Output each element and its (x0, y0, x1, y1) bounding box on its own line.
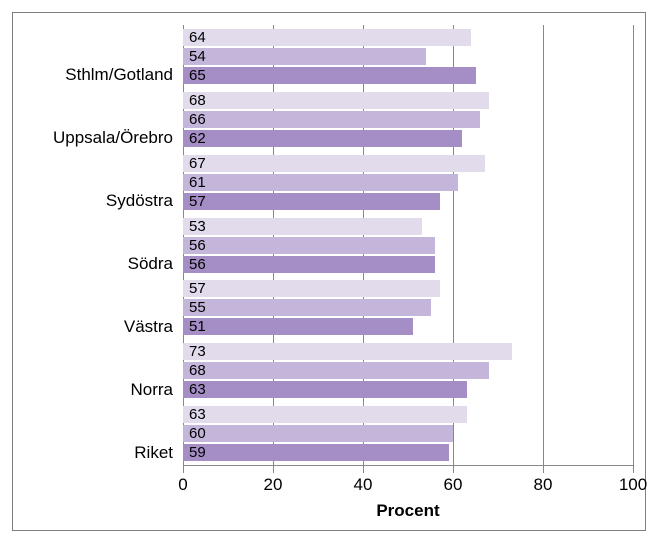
category-label: Södra (13, 254, 173, 274)
bar-value-label: 66 (183, 111, 206, 128)
bar-value-label: 51 (183, 318, 206, 335)
bar (183, 406, 467, 423)
x-axis-line (183, 465, 633, 467)
bar-value-label: 68 (183, 362, 206, 379)
bar (183, 343, 512, 360)
plot-area: 64 54 65 68 66 62 67 61 57 53 56 56 57 55 51 73 68 63 63 60… (183, 25, 633, 465)
bar (183, 92, 489, 109)
bar-value-label: 53 (183, 218, 206, 235)
bar-value-label: 73 (183, 343, 206, 360)
bar-value-label: 68 (183, 92, 206, 109)
bar (183, 318, 413, 335)
bar-value-label: 59 (183, 444, 206, 461)
x-tick-label: 80 (534, 475, 553, 495)
bar (183, 193, 440, 210)
bar (183, 237, 435, 254)
bar-value-label: 62 (183, 130, 206, 147)
category-label: Uppsala/Örebro (13, 128, 173, 148)
bar-value-label: 64 (183, 29, 206, 46)
x-tick (633, 465, 634, 473)
bar-value-label: 56 (183, 256, 206, 273)
bar (183, 299, 431, 316)
x-tick (363, 465, 364, 473)
category-label: Sydöstra (13, 191, 173, 211)
category-label: Västra (13, 317, 173, 337)
bar-value-label: 63 (183, 406, 206, 423)
bar (183, 381, 467, 398)
category-label: Sthlm/Gotland (13, 65, 173, 85)
x-tick-label: 100 (619, 475, 647, 495)
bar-value-label: 60 (183, 425, 206, 442)
category-label: Norra (13, 380, 173, 400)
x-axis-title: Procent (183, 501, 633, 521)
bar (183, 256, 435, 273)
bar-value-label: 54 (183, 48, 206, 65)
bar-value-label: 61 (183, 174, 206, 191)
bar-value-label: 55 (183, 299, 206, 316)
bar (183, 111, 480, 128)
x-tick (453, 465, 454, 473)
gridline (543, 25, 544, 465)
bar (183, 425, 453, 442)
bar (183, 218, 422, 235)
bar (183, 48, 426, 65)
bar-value-label: 63 (183, 381, 206, 398)
bar-value-label: 67 (183, 155, 206, 172)
bar (183, 130, 462, 147)
bar (183, 280, 440, 297)
x-tick (183, 465, 184, 473)
gridline (633, 25, 634, 465)
bar (183, 362, 489, 379)
bar-value-label: 56 (183, 237, 206, 254)
chart-frame: 64 54 65 68 66 62 67 61 57 53 56 56 57 55 51 73 68 63 63 60… (12, 12, 646, 531)
bar (183, 67, 476, 84)
bar (183, 155, 485, 172)
bar-value-label: 57 (183, 280, 206, 297)
bar-value-label: 57 (183, 193, 206, 210)
x-tick-label: 60 (444, 475, 463, 495)
x-tick (543, 465, 544, 473)
bar (183, 29, 471, 46)
bar (183, 174, 458, 191)
x-tick-label: 0 (178, 475, 187, 495)
bar (183, 444, 449, 461)
category-label: Riket (13, 443, 173, 463)
x-tick (273, 465, 274, 473)
bar-value-label: 65 (183, 67, 206, 84)
x-tick-label: 20 (264, 475, 283, 495)
x-tick-label: 40 (354, 475, 373, 495)
